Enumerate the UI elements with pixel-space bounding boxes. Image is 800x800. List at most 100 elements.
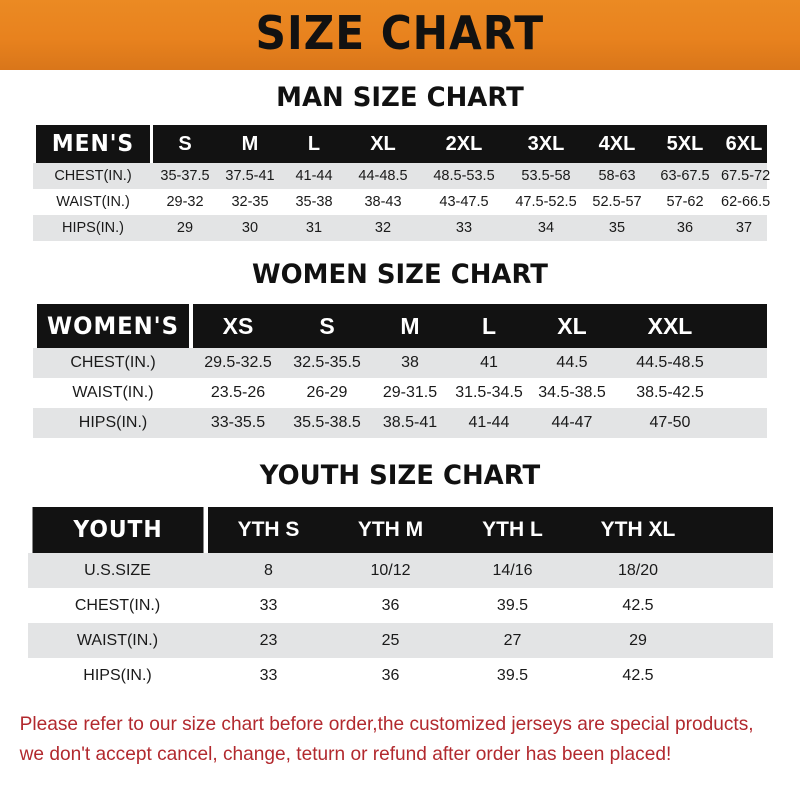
women-row-label: HIPS(IN.) [33,408,193,438]
youth-cell: 18/20 [573,553,703,588]
youth-table-header-row: YOUTH YTH S YTH M YTH L YTH XL [28,507,773,553]
women-cell: 38.5-42.5 [615,378,725,408]
women-cell: 32.5-35.5 [283,348,371,378]
youth-size-table: YOUTH YTH S YTH M YTH L YTH XL U.S.SIZE … [27,507,773,693]
women-size-section: WOMEN SIZE CHART WOMEN'S XS S M L XL XXL… [0,241,800,438]
table-row: WAIST(IN.) 23 25 27 29 [27,623,773,658]
men-cell: 58-63 [585,163,649,189]
men-row-label: CHEST(IN.) [33,163,153,189]
women-col-header: S [283,304,371,348]
men-cell: 31 [283,215,345,241]
youth-cell: 25 [329,623,452,658]
women-cell: 38 [371,348,449,378]
youth-cell: 27 [451,623,574,658]
youth-cell: 14/16 [451,553,574,588]
men-col-header: 2XL [421,125,507,163]
women-size-table: WOMEN'S XS S M L XL XXL CHEST(IN.) 29.5-… [33,304,767,438]
table-row: U.S.SIZE 8 10/12 14/16 18/20 [27,553,773,588]
men-col-header: L [283,125,345,163]
men-cell: 38-43 [345,189,421,215]
youth-cell: 8 [207,553,330,588]
women-cell-spacer [725,348,767,378]
youth-cell-spacer [702,658,773,693]
men-cell: 63-67.5 [649,163,721,189]
youth-row-label: U.S.SIZE [27,553,208,588]
men-col-header: S [153,125,217,163]
youth-cell: 10/12 [329,553,452,588]
women-cell: 23.5-26 [193,378,283,408]
men-cell: 47.5-52.5 [507,189,585,215]
women-header-label: WOMEN'S [37,304,189,348]
youth-header-label: YOUTH [32,507,203,553]
men-cell: 67.5-72 [721,163,770,189]
women-cell-spacer [725,378,767,408]
youth-section-title: YOUTH SIZE CHART [259,460,541,491]
table-row: HIPS(IN.) 33 36 39.5 42.5 [27,658,773,693]
men-cell: 36 [649,215,721,241]
youth-size-section: YOUTH SIZE CHART YOUTH YTH S YTH M YTH L… [0,438,800,693]
table-row: CHEST(IN.) 35-37.5 37.5-41 41-44 44-48.5… [33,163,770,189]
men-table-header-row: MEN'S S M L XL 2XL 3XL 4XL 5XL 6XL [33,125,767,163]
men-cell: 43-47.5 [421,189,507,215]
women-col-header: XS [193,304,283,348]
women-col-header: XL [529,304,615,348]
order-policy-note-line-1: Please refer to our size chart before or… [19,713,754,735]
men-cell: 30 [217,215,283,241]
youth-cell: 39.5 [451,588,574,623]
men-size-table: MEN'S S M L XL 2XL 3XL 4XL 5XL 6XL CHEST… [33,125,770,241]
men-cell: 52.5-57 [585,189,649,215]
men-cell: 37.5-41 [217,163,283,189]
men-cell: 29 [153,215,217,241]
table-row: CHEST(IN.) 33 36 39.5 42.5 [27,588,773,623]
men-col-header: 3XL [507,125,585,163]
men-cell: 35-38 [283,189,345,215]
table-row: CHEST(IN.) 29.5-32.5 32.5-35.5 38 41 44.… [33,348,767,378]
men-cell: 33 [421,215,507,241]
men-cell: 48.5-53.5 [421,163,507,189]
women-col-header: M [371,304,449,348]
women-col-header: XXL [615,304,725,348]
men-header-label: MEN'S [36,125,150,163]
table-row: WAIST(IN.) 23.5-26 26-29 29-31.5 31.5-34… [33,378,767,408]
youth-col-header: YTH S [207,507,330,553]
men-size-section: MAN SIZE CHART MEN'S S M L XL 2XL 3XL 4X… [0,70,800,241]
men-col-header: M [217,125,283,163]
men-cell: 62-66.5 [721,189,770,215]
youth-row-label: HIPS(IN.) [27,658,208,693]
youth-cell: 42.5 [573,588,703,623]
women-cell: 44-47 [529,408,615,438]
youth-cell-spacer [702,623,773,658]
youth-cell: 23 [207,623,330,658]
table-row: WAIST(IN.) 29-32 32-35 35-38 38-43 43-47… [33,189,770,215]
youth-cell-spacer [702,588,773,623]
men-cell: 53.5-58 [507,163,585,189]
men-cell: 32-35 [217,189,283,215]
men-col-header: 4XL [585,125,649,163]
youth-row-label: WAIST(IN.) [27,623,208,658]
youth-cell-spacer [702,553,773,588]
women-cell: 33-35.5 [193,408,283,438]
men-cell: 44-48.5 [345,163,421,189]
youth-cell: 36 [329,588,452,623]
youth-cell: 33 [207,658,330,693]
men-cell: 37 [721,215,767,241]
men-col-header: XL [345,125,421,163]
men-cell: 34 [507,215,585,241]
women-cell: 38.5-41 [371,408,449,438]
men-cell: 41-44 [283,163,345,189]
women-cell: 34.5-38.5 [529,378,615,408]
women-cell: 29-31.5 [371,378,449,408]
youth-col-header: YTH M [329,507,452,553]
women-cell: 47-50 [615,408,725,438]
youth-cell: 42.5 [573,658,703,693]
men-col-header: 5XL [649,125,721,163]
youth-cell: 29 [573,623,703,658]
women-cell: 41 [449,348,529,378]
women-cell: 35.5-38.5 [283,408,371,438]
youth-col-header: YTH L [451,507,574,553]
women-cell: 41-44 [449,408,529,438]
order-policy-note-line-2: we don't accept cancel, change, teturn o… [19,743,672,765]
women-cell: 44.5 [529,348,615,378]
women-header-spacer [725,304,767,348]
men-section-title: MAN SIZE CHART [276,82,524,113]
